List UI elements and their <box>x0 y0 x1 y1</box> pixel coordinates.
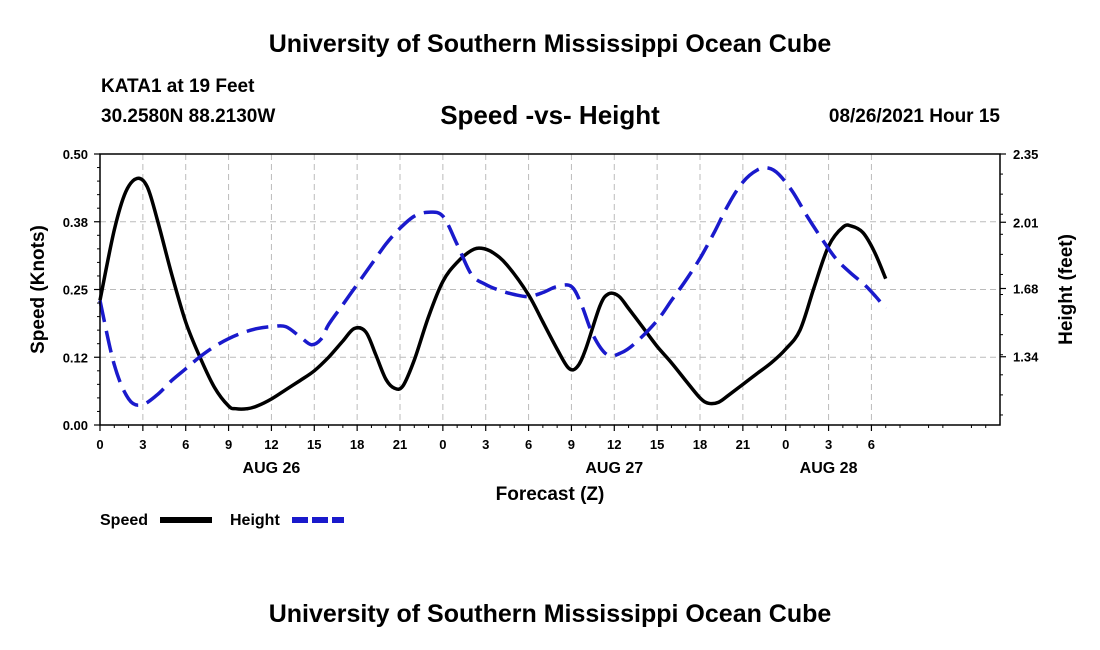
y2-tick-label: 2.35 <box>1013 147 1038 162</box>
y-tick-label: 0.50 <box>63 147 88 162</box>
station-label: KATA1 at 19 Feet <box>101 76 255 97</box>
page-title: University of Southern Mississippi Ocean… <box>268 30 832 58</box>
chart-title: Speed -vs- Height <box>440 100 660 130</box>
x-tick-label: 15 <box>650 437 664 452</box>
x-tick-label: 6 <box>182 437 189 452</box>
series-layer <box>98 166 888 411</box>
y-axis-title: Speed (Knots) <box>28 225 49 354</box>
x-tick-label: 0 <box>439 437 446 452</box>
x-tick-label: 21 <box>736 437 750 452</box>
date-label: AUG 26 <box>243 460 301 477</box>
legend-label-speed: Speed <box>100 512 148 529</box>
station-coordinates: 30.2580N 88.2130W <box>101 106 276 127</box>
x-tick-label: 0 <box>96 437 103 452</box>
x-tick-label: 6 <box>868 437 875 452</box>
y2-tick-label: 1.68 <box>1013 281 1038 296</box>
x-tick-label: 3 <box>825 437 832 452</box>
y-tick-label: 0.12 <box>63 350 88 365</box>
x-tick-label: 12 <box>607 437 621 452</box>
legend-label-height: Height <box>230 512 280 529</box>
x-tick-label: 21 <box>393 437 407 452</box>
x-tick-label: 18 <box>693 437 707 452</box>
x-tick-label: 15 <box>307 437 321 452</box>
x-tick-label: 12 <box>264 437 278 452</box>
forecast-datetime: 08/26/2021 Hour 15 <box>828 106 1000 127</box>
y2-tick-label: 2.01 <box>1013 215 1038 230</box>
speed-series-line <box>98 176 888 411</box>
height-series-line <box>98 166 888 407</box>
x-tick-label: 9 <box>568 437 575 452</box>
y-tick-label: 0.25 <box>63 283 88 298</box>
y2-axis-title: Height (feet) <box>1056 234 1077 345</box>
x-tick-label: 18 <box>350 437 364 452</box>
x-tick-label: 6 <box>525 437 532 452</box>
axis-ticks <box>94 153 1006 431</box>
date-label: AUG 28 <box>800 460 858 477</box>
y-tick-label: 0.38 <box>63 215 88 230</box>
footer-title: University of Southern Mississippi Ocean… <box>268 600 832 628</box>
axis-labels: 0 3 6 9 12 15 18 21 0 3 6 9 12 15 18 21 0 3 6 0.00 0.12 0.25 0… <box>28 147 1077 505</box>
legend: Speed Height <box>100 512 344 529</box>
date-label: AUG 27 <box>585 460 643 477</box>
x-tick-label: 0 <box>782 437 789 452</box>
x-tick-label: 9 <box>225 437 232 452</box>
x-tick-label: 3 <box>139 437 146 452</box>
x-tick-label: 3 <box>482 437 489 452</box>
y2-tick-label: 1.34 <box>1013 350 1039 365</box>
y-tick-label: 0.00 <box>63 418 88 433</box>
x-axis-title: Forecast (Z) <box>496 484 605 505</box>
